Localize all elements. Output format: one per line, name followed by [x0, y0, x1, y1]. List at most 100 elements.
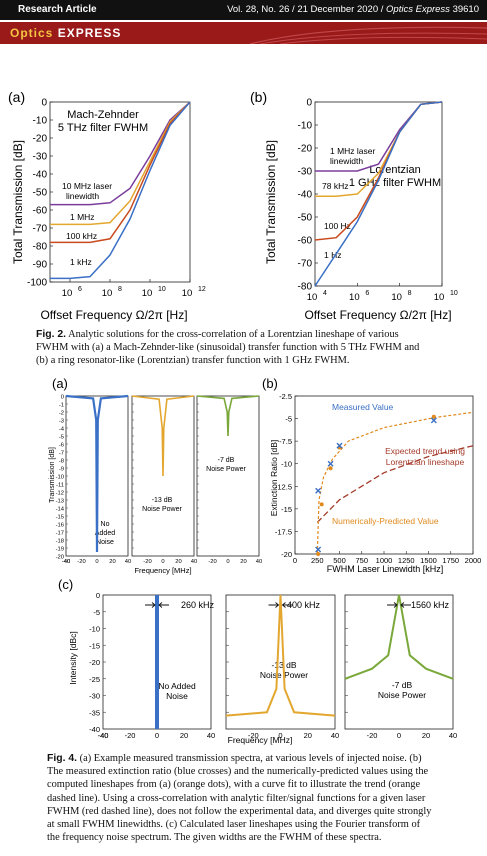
fig4c-xtick-label: 40	[449, 731, 457, 740]
fig2a-series-line	[50, 101, 191, 206]
fig4a-ytick-label: -5	[59, 434, 64, 440]
fig4c-xtick-label: -20	[125, 731, 136, 740]
fig2-caption: Fig. 2. Analytic solutions for the cross…	[36, 328, 456, 368]
fig2a-ytick-label: -20	[33, 134, 48, 145]
fig4a-plot: Transmission [dB] Frequency [MHz] No Add…	[49, 394, 262, 575]
fig4b-ytick-label: -12.5	[275, 482, 292, 491]
fig4-caption: Fig. 4. (a) Example measured transmissio…	[47, 752, 467, 844]
fig4a-ytick-label: -19	[56, 546, 64, 552]
fig4b-xtick-label: 750	[355, 556, 368, 565]
fig4-caption-line-6: at small FWHM linewidths. (c) Calculated…	[47, 819, 421, 831]
fig4a-ytick-label: -11	[56, 482, 64, 488]
fig4a-note-3: Noise	[96, 539, 114, 546]
fig2a-ylabel: Total Transmission [dB]	[11, 140, 25, 264]
fig4c-xtick-label: 0	[278, 731, 282, 740]
fig4b-ytick-label: -15	[281, 505, 292, 514]
fig2a-xtick-label: 10	[182, 288, 193, 299]
fig2a-xtick-label: 10	[62, 288, 73, 299]
fig2a-xlabel: Offset Frequency Ω/2π [Hz]	[40, 308, 187, 322]
fig2b-ytick-label: -40	[298, 190, 313, 201]
fig2a-title-2: 5 THz filter FWHM	[58, 122, 148, 134]
fig4c-series-line	[344, 594, 454, 680]
fig4a-note-5: Noise Power	[142, 506, 182, 513]
fig4c-xtick-label: -40	[98, 731, 109, 740]
fig4c-ytick-label: -40	[89, 725, 100, 734]
fig4c-note-2: Noise	[166, 691, 188, 701]
fig2a-annot-2: linewidth	[66, 191, 99, 201]
fig4c-plot: Intensity [dBc] Frequency [MHz] 260 kHz …	[68, 591, 457, 745]
citation-journal: Optics Express	[386, 4, 450, 15]
fig4a-series-line	[196, 395, 260, 437]
fig4c-ytick-label: -35	[89, 708, 100, 717]
fig2a-title-1: Mach-Zehnder	[67, 109, 139, 121]
fig4b-legend-measured: Measured Value	[332, 402, 394, 412]
fig2b-title-2: 1 GHz filter FWHM	[349, 177, 441, 189]
fig4c-ytick-label: 0	[96, 591, 100, 600]
fig2-svg: (a) (b) Mach-Zehnder 5 THz filter FWHM T…	[8, 89, 458, 323]
fig4a-note-6: -7 dB	[218, 457, 235, 464]
fig4a-ytick-label: -8	[59, 458, 64, 464]
fig4a-xtick-label: 0	[226, 559, 229, 565]
fig4a-ytick-label: -10	[56, 474, 64, 480]
fig2b-xtick-label: 10	[391, 292, 402, 303]
citation: Vol. 28, No. 26 / 21 December 2020 / Opt…	[227, 4, 479, 15]
fig4a-xtick-label: 20	[175, 559, 181, 565]
fig4b-numeric-point	[316, 552, 321, 556]
fig4b-ytick-label: -20	[281, 550, 292, 559]
fig4a-xtick-label: 0	[95, 559, 98, 565]
fig2b-ytick-label: -60	[298, 236, 313, 247]
fig2a-ytick-label: -30	[33, 152, 48, 163]
fig4b-xtick-label: 1500	[420, 556, 437, 565]
fig4c-ytick-label: -10	[89, 625, 100, 634]
fig4b-xtick-label: 1000	[376, 556, 393, 565]
fig4a-xtick-label: -20	[208, 559, 216, 565]
fig2b-annot-4: 100 Hz	[324, 221, 351, 231]
fig4a-xtick-label: -40	[62, 559, 70, 565]
fig2a-xtick-exponent: 6	[78, 286, 82, 293]
fig2b-ylabel: Total Transmission [dB]	[264, 140, 278, 264]
fig4b-ytick-label: -5	[285, 415, 292, 424]
fig2b-ytick-label: -70	[298, 259, 313, 270]
fig4b-xtick-label: 0	[293, 556, 297, 565]
fig4c-width-1: 260 kHz	[181, 600, 215, 610]
fig2a-ytick-label: -10	[33, 116, 48, 127]
fig4a-ytick-label: -4	[59, 426, 65, 432]
fig4a-ytick-label: -1	[59, 402, 64, 408]
fig4c-ytick-label: -20	[89, 658, 100, 667]
fig4b-legend-expected-2: Lorentzian lineshape	[386, 457, 465, 467]
fig4a-ylabel: Transmission [dB]	[49, 447, 56, 503]
fig4-caption-line-2: The measured extinction ratio (blue cros…	[47, 766, 429, 778]
fig4a-note-1: No	[101, 521, 110, 528]
fig4a-note-7: Noise Power	[206, 466, 246, 473]
fig4-caption-line-5: FWHM (red dashed line), does not follow …	[47, 805, 432, 817]
fig4-svg: (a) (b) (c) Transmission [dB] Frequency …	[49, 376, 481, 745]
fig4a-ytick-label: -20	[56, 554, 64, 560]
fig4a-xtick-label: 0	[161, 559, 164, 565]
fig4b-frame	[294, 395, 474, 555]
fig4a-xtick-label: -20	[143, 559, 151, 565]
fig4a-xtick-label: 20	[109, 559, 115, 565]
fig4b-xtick-label: 1250	[398, 556, 415, 565]
fig2b-xtick-label: 10	[434, 292, 445, 303]
fig2b-ytick-label: -10	[298, 121, 313, 132]
fig4c-xtick-label: 20	[180, 731, 188, 740]
fig2a-ytick-label: -70	[33, 224, 48, 235]
fig4c-width-arrow-left	[145, 602, 156, 608]
fig4a-ytick-label: -7	[59, 450, 64, 456]
fig4c-width-2: 400 kHz	[287, 600, 321, 610]
citation-page: 39610	[449, 4, 479, 15]
fig4a-xlabel: Frequency [MHz]	[134, 566, 191, 575]
fig4c-width-arrow-right	[400, 602, 411, 608]
fig4c-panel-3-frame	[344, 594, 454, 730]
fig2a-ytick-label: -100	[27, 278, 47, 289]
fig2a-plot: Mach-Zehnder 5 THz filter FWHM Total Tra…	[11, 98, 206, 323]
fig4b-ytick-label: -17.5	[275, 527, 292, 536]
fig4b-ytick-label: -10	[281, 460, 292, 469]
fig4-caption-line-3: computed lineshapes from (a) (orange dot…	[47, 779, 421, 791]
fig4a-series-line	[131, 395, 195, 477]
article-type: Research Article	[18, 4, 97, 15]
fig2b-plot: Lorentzian 1 GHz filter FWHM Total Trans…	[264, 98, 458, 323]
fig4b-plot: Extinction Ratio [dB] FWHM Laser Linewid…	[269, 392, 481, 574]
fig2b-xtick-exponent: 4	[323, 290, 327, 297]
fig4b-ylabel: Extinction Ratio [dB]	[269, 440, 279, 517]
